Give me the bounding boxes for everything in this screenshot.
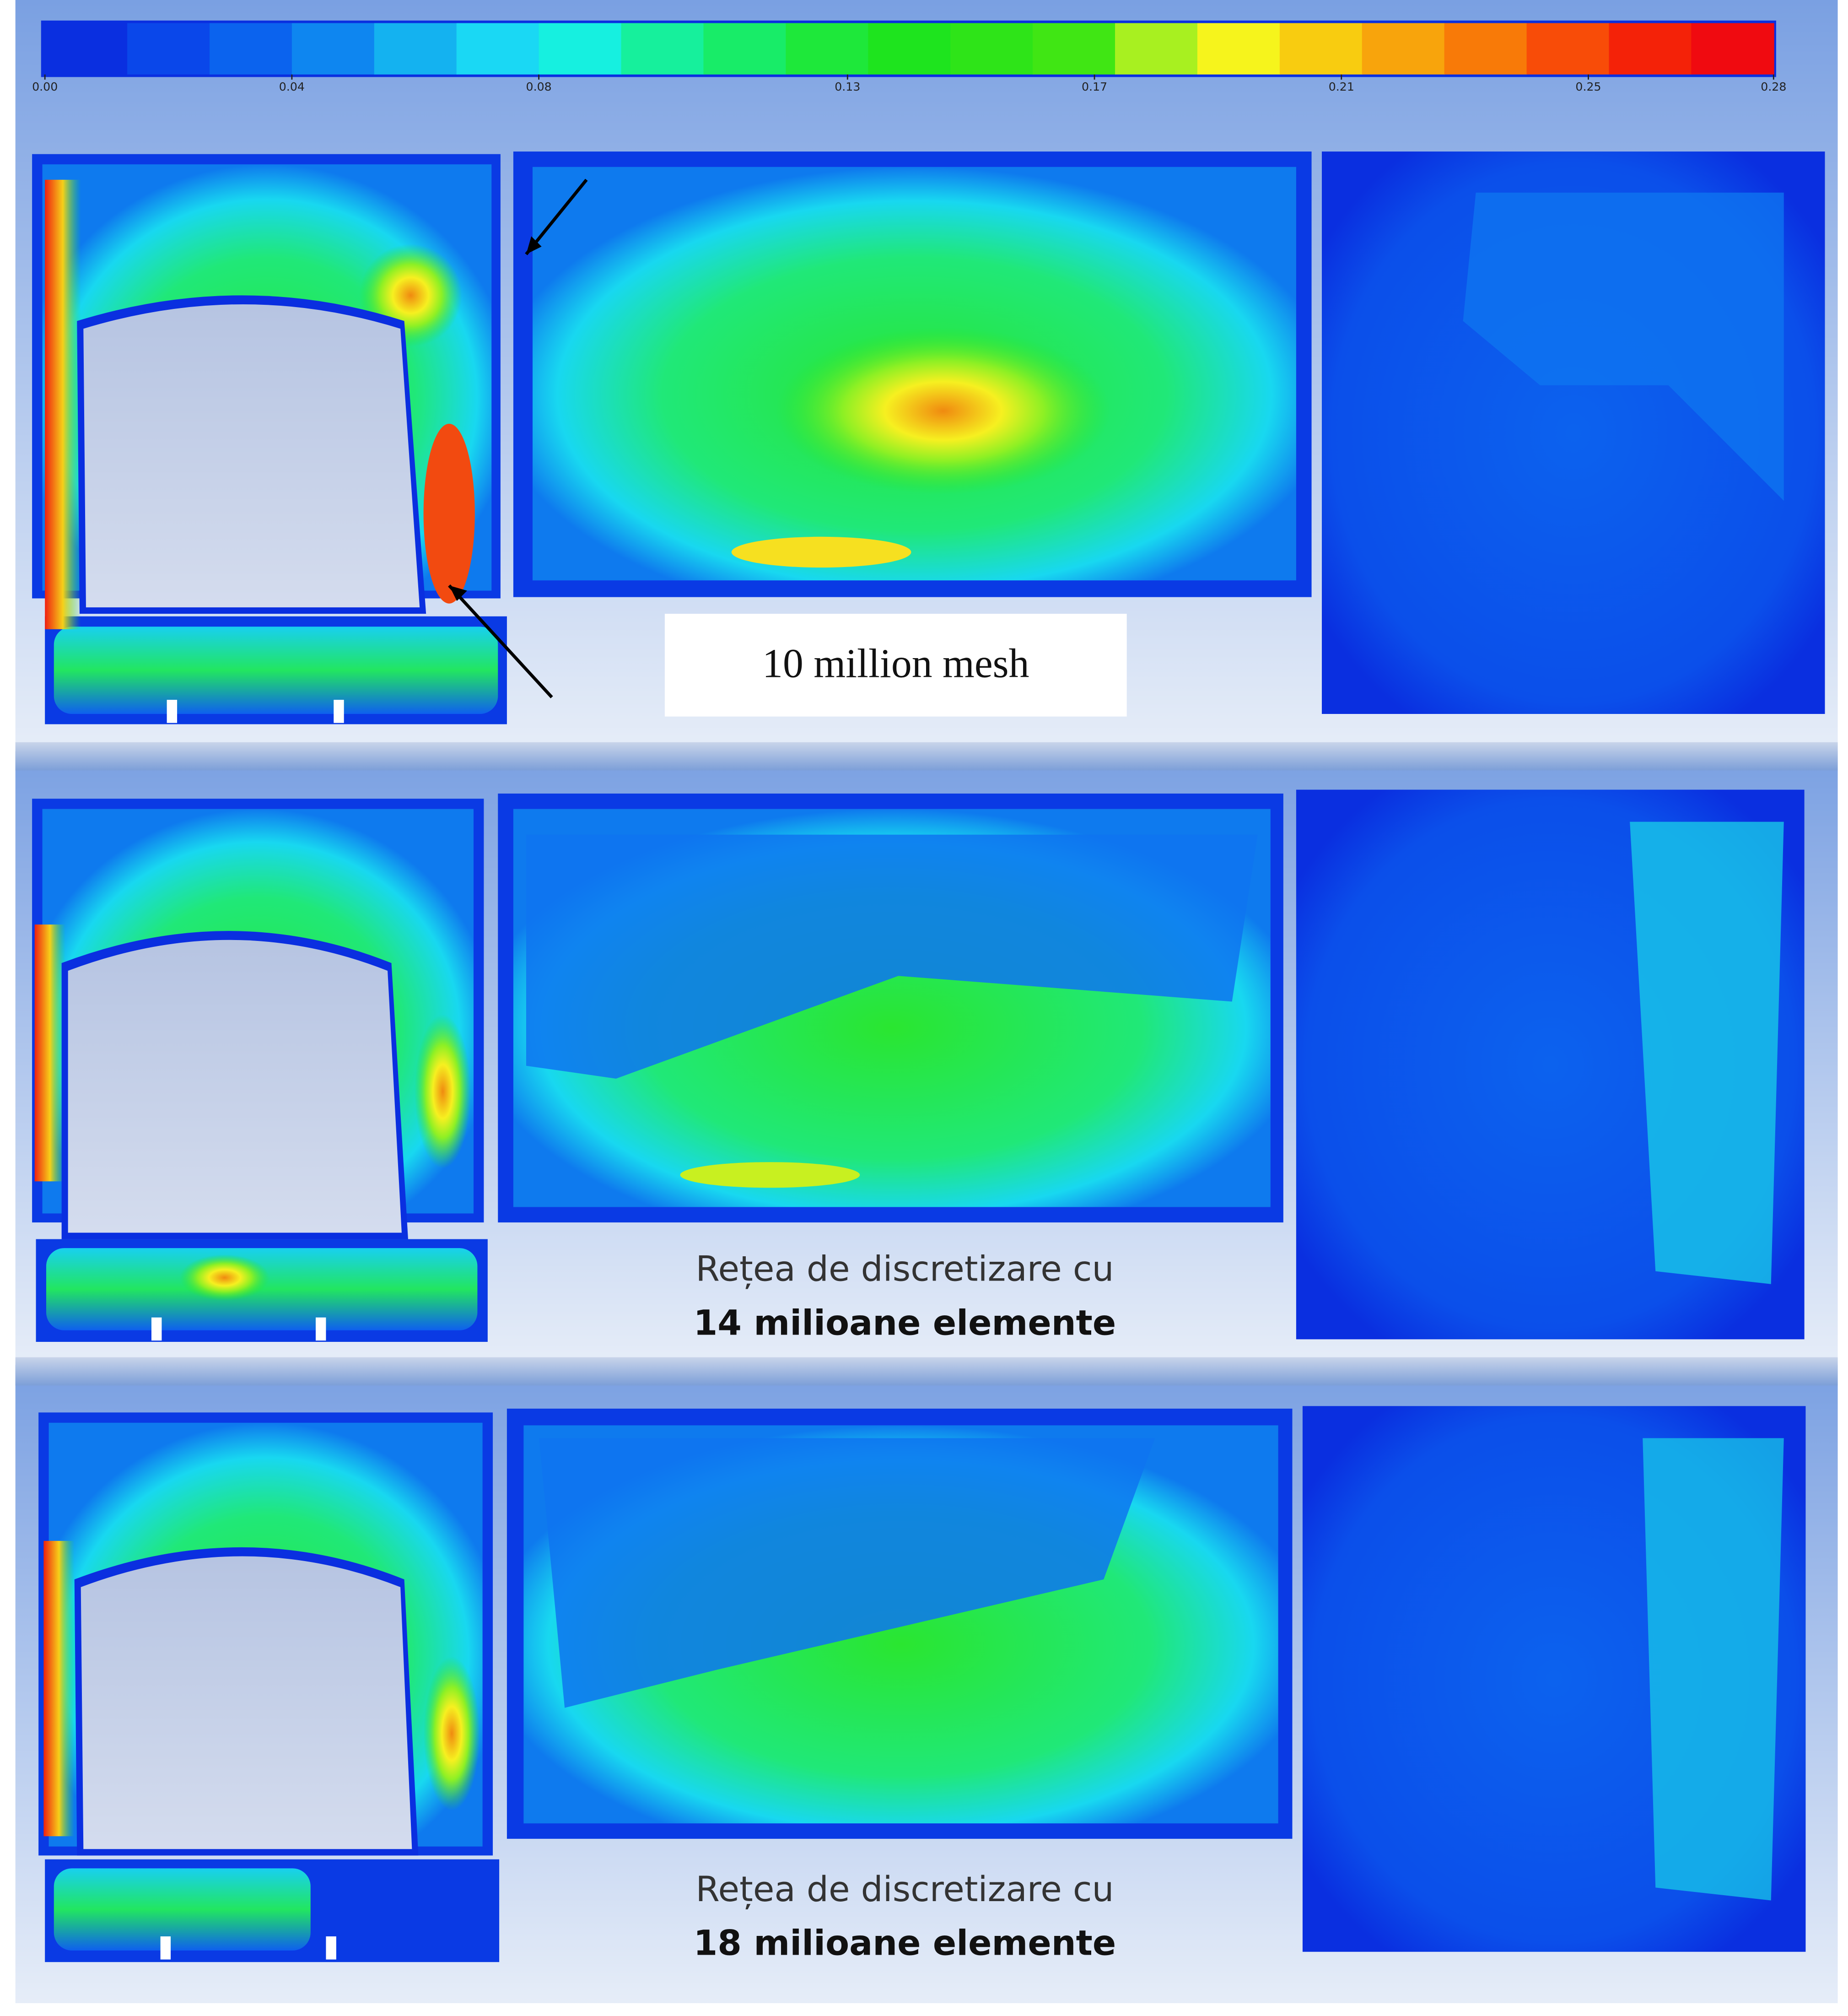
support <box>167 700 178 723</box>
support <box>151 1317 162 1341</box>
contour <box>731 536 911 568</box>
colorbar: 0.00 0.04 0.08 0.13 0.17 0.21 0.25 0.28 <box>32 23 1786 93</box>
contour <box>54 1868 311 1951</box>
colorbar-band <box>703 23 787 75</box>
contour <box>414 1014 471 1169</box>
colorbar-band <box>1609 23 1692 75</box>
label-box <box>664 614 1127 717</box>
colorbar-band <box>291 23 375 75</box>
panel-label: Rețea de discretizare cu <box>695 1869 1114 1909</box>
contour <box>1630 822 1784 1284</box>
panel-row-1: 10 million mesh <box>32 151 1825 724</box>
colorbar-band <box>950 23 1034 75</box>
separator <box>15 742 1838 771</box>
colorbar-band <box>1197 23 1281 75</box>
colorbar-band <box>868 23 951 75</box>
vehicle-body <box>81 1556 412 1849</box>
contour <box>43 1540 75 1837</box>
colorbar-band <box>1526 23 1610 75</box>
contour <box>776 327 1110 495</box>
panel-label: Rețea de discretizare cu <box>695 1249 1114 1289</box>
contour <box>1643 1438 1784 1901</box>
colorbar-band <box>1033 23 1116 75</box>
contour <box>179 1254 270 1301</box>
contour <box>423 423 475 604</box>
support <box>160 1936 171 1960</box>
panel-label-bold: 18 milioane elemente <box>694 1923 1116 1963</box>
support <box>334 700 344 723</box>
contour <box>423 1656 480 1811</box>
vehicle-body <box>68 940 402 1233</box>
contour <box>45 179 81 629</box>
colorbar-tick-label: 0.00 <box>32 80 58 93</box>
contour <box>54 627 498 714</box>
colorbar-tick-label: 0.21 <box>1329 80 1354 93</box>
colorbar-band <box>1362 23 1445 75</box>
colorbar-band <box>45 23 128 75</box>
support <box>315 1317 326 1341</box>
colorbar-band <box>209 23 293 75</box>
arrow <box>448 584 553 698</box>
separator <box>15 1357 1838 1386</box>
colorbar-tick-label: 0.25 <box>1575 80 1601 93</box>
colorbar-tick-label: 0.17 <box>1082 80 1107 93</box>
colorbar-tick-label: 0.08 <box>526 80 552 93</box>
panel-row-2: Rețea de discretizare cu 14 milioane ele… <box>32 789 1805 1343</box>
colorbar-tick-label: 0.04 <box>279 80 305 93</box>
contour <box>539 1438 1155 1708</box>
colorbar-band <box>127 23 210 75</box>
colorbar-band <box>1279 23 1363 75</box>
colorbar-band <box>1115 23 1198 75</box>
colorbar-band <box>621 23 704 75</box>
colorbar-tick-label: 0.13 <box>835 80 860 93</box>
colorbar-band <box>374 23 458 75</box>
colorbar-band <box>1444 23 1527 75</box>
colorbar-tick-label: 0.28 <box>1761 80 1786 93</box>
colorbar-band <box>539 23 622 75</box>
panel-row-3: Rețea de discretizare cu 18 milioane ele… <box>38 1406 1806 1963</box>
contour <box>34 924 66 1182</box>
contour <box>1463 192 1784 501</box>
support <box>326 1936 336 1960</box>
vehicle-body <box>83 304 420 608</box>
colorbar-band <box>1691 23 1774 75</box>
contour <box>680 1162 860 1188</box>
contour <box>526 834 1258 1079</box>
panel-label-bold: 14 milioane elemente <box>694 1303 1116 1343</box>
colorbar-band <box>786 23 869 75</box>
panel-label: 10 million mesh <box>762 641 1029 686</box>
colorbar-band <box>456 23 540 75</box>
